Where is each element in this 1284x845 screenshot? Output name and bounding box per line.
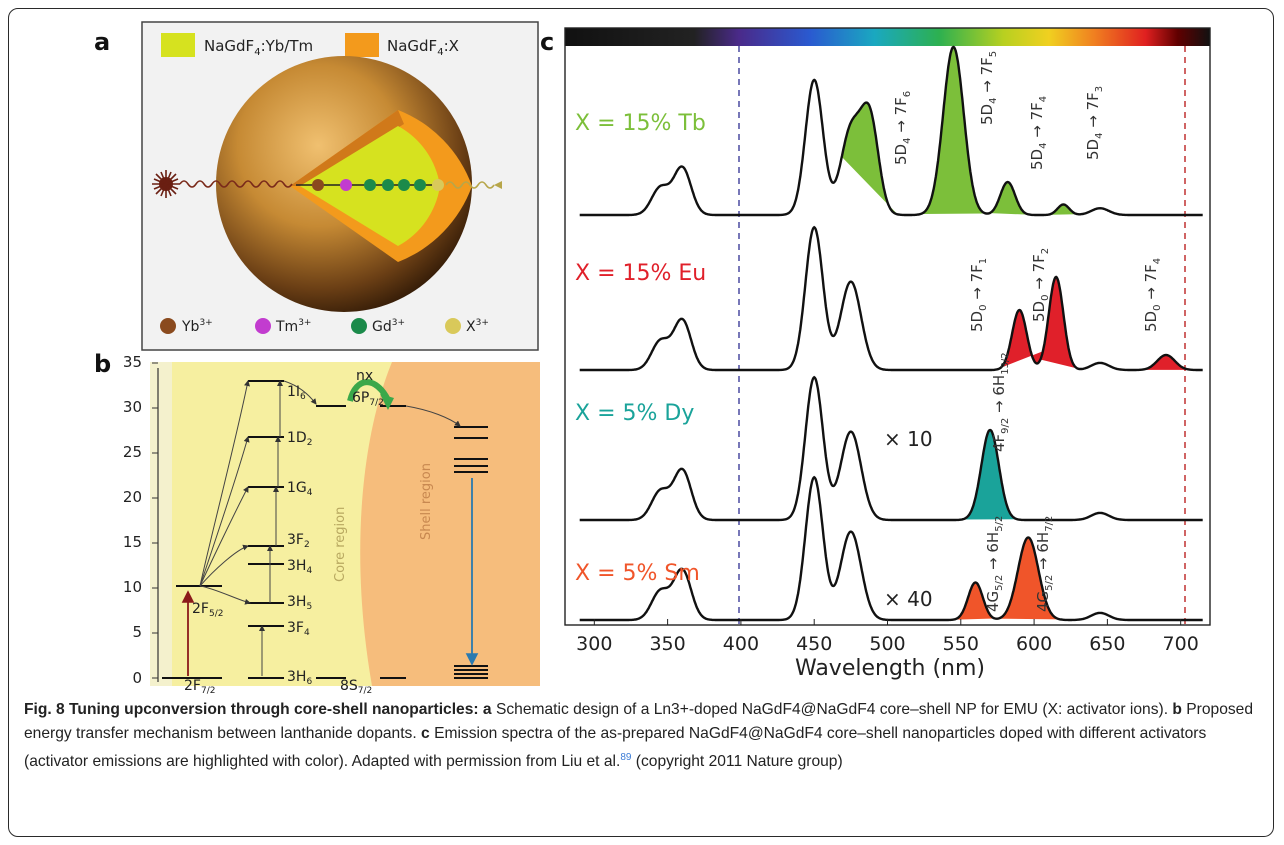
x-tick-label-300: 300 [576, 633, 612, 655]
x-ion-icon [432, 179, 444, 191]
energy-migration-arrow [347, 379, 391, 402]
svg-text:1D2: 1D2 [287, 430, 312, 448]
svg-text:10: 10 [123, 578, 142, 596]
caption-c-label: c [421, 725, 430, 742]
x-tick-label-450: 450 [796, 633, 832, 655]
svg-text:4G5/2 → 6H5/2: 4G5/2 → 6H5/2 [984, 516, 1005, 612]
svg-text:3H4: 3H4 [287, 558, 312, 576]
core-region-label: Core region [333, 507, 348, 582]
svg-text:25: 25 [123, 443, 142, 461]
svg-text:15: 15 [123, 533, 142, 551]
figure-caption: Fig. 8 Tuning upconversion through core-… [24, 698, 1264, 774]
svg-text:5: 5 [132, 623, 142, 641]
spectrum-tb-line [579, 45, 1203, 217]
svg-text:5D4 → 7F6: 5D4 → 7F6 [892, 91, 913, 165]
svg-text:35: 35 [123, 353, 142, 371]
spectrum-dy-line [579, 375, 1203, 522]
svg-text:3H6: 3H6 [287, 669, 312, 687]
spectrum-tb-emission-1 [920, 47, 986, 214]
svg-text:5D4 → 7F5: 5D4 → 7F5 [978, 51, 999, 125]
series-label-sm: X = 5% Sm [575, 561, 700, 586]
svg-text:5D4 → 7F4: 5D4 → 7F4 [1028, 96, 1049, 170]
tm-ion-icon [340, 179, 352, 191]
series-label-eu: X = 15% Eu [575, 261, 706, 286]
caption-ref-link[interactable]: 89 [620, 752, 632, 763]
excitation-wave-icon [179, 180, 293, 188]
legend-core-swatch [161, 33, 195, 57]
svg-text:5D0 → 7F1: 5D0 → 7F1 [968, 258, 989, 332]
panel-a-label: a [94, 28, 110, 56]
emission-wave-icon [445, 181, 495, 189]
transfer-nx-label: nx [356, 368, 373, 384]
svg-text:5D4 → 7F3: 5D4 → 7F3 [1084, 86, 1105, 160]
series-label-tb: X = 15% Tb [575, 111, 706, 136]
svg-text:1G4: 1G4 [287, 480, 313, 498]
yb-ion-icon [312, 179, 324, 191]
x-tick-label-550: 550 [943, 633, 979, 655]
figure-graphics: a NaGdF4:Yb/Tm NaGdF4:X Yb3+ T [94, 21, 1211, 696]
svg-text:20: 20 [123, 488, 142, 506]
shell-region-label: Shell region [419, 463, 434, 540]
caption-b-text: Proposed energy transfer mechanism betwe… [24, 701, 1254, 742]
series-label-dy: X = 5% Dy [575, 401, 694, 426]
caption-a-label: a [482, 701, 492, 718]
panel-c-label: c [540, 28, 554, 56]
x-tick-label-650: 650 [1089, 633, 1125, 655]
figure-frame [8, 8, 1274, 837]
svg-text:3H5: 3H5 [287, 594, 312, 612]
panel-b-y-axis: 0 5 10 15 20 25 30 35 [123, 353, 159, 687]
spectra-group [579, 45, 1203, 622]
svg-text:0: 0 [132, 669, 142, 687]
x-tick-label-600: 600 [1016, 633, 1052, 655]
spectrum-tb-emission-2 [984, 182, 1032, 215]
svg-text:4G5/2 → 6H7/2: 4G5/2 → 6H7/2 [1034, 516, 1055, 612]
svg-text:5D0 → 7F2: 5D0 → 7F2 [1030, 248, 1051, 322]
svg-text:5D0 → 7F4: 5D0 → 7F4 [1142, 258, 1163, 332]
x-tick-label-700: 700 [1163, 633, 1199, 655]
svg-text:4F9/2 → 6H13/2: 4F9/2 → 6H13/2 [990, 352, 1011, 452]
panel-c-x-axis: 300 350 400 450 500 550 600 650 700 [576, 619, 1199, 655]
caption-c-text: Emission spectra of the as-prepared NaGd… [24, 725, 1207, 771]
caption-b-label: b [1172, 701, 1182, 718]
x-tick-label-400: 400 [723, 633, 759, 655]
gd-ion-icon [364, 179, 376, 191]
shell-region-bg [360, 362, 540, 686]
multiplier-dy: × 10 [884, 427, 933, 451]
legend-core-label: NaGdF4:Yb/Tm [204, 37, 313, 58]
x-tick-label-350: 350 [649, 633, 685, 655]
spectrum-sm-line [579, 475, 1203, 622]
svg-text:30: 30 [123, 398, 142, 416]
spectrum-tb-emission-0 [841, 102, 898, 215]
caption-a-text: Schematic design of a Ln3+-doped NaGdF4@… [495, 701, 1169, 718]
energy-transfer-arrows [199, 380, 461, 676]
spectrum-bar [565, 28, 1210, 46]
caption-title: Fig. 8 Tuning upconversion through core-… [24, 701, 479, 718]
legend-shell-label: NaGdF4:X [387, 37, 459, 58]
panel-b-label: b [94, 350, 111, 378]
excitation-source-icon [152, 170, 180, 198]
spectrum-eu-line [579, 225, 1203, 372]
caption-copyright: (copyright 2011 Nature group) [635, 753, 843, 771]
level-labels: 2F7/2 2F5/2 3H6 3F4 3H5 3H4 3F2 1G4 1D2 … [184, 384, 384, 696]
multiplier-sm: × 40 [884, 587, 933, 611]
panel-c-x-label: Wavelength (nm) [795, 656, 985, 681]
legend-shell-swatch [345, 33, 379, 57]
x-tick-label-500: 500 [869, 633, 905, 655]
